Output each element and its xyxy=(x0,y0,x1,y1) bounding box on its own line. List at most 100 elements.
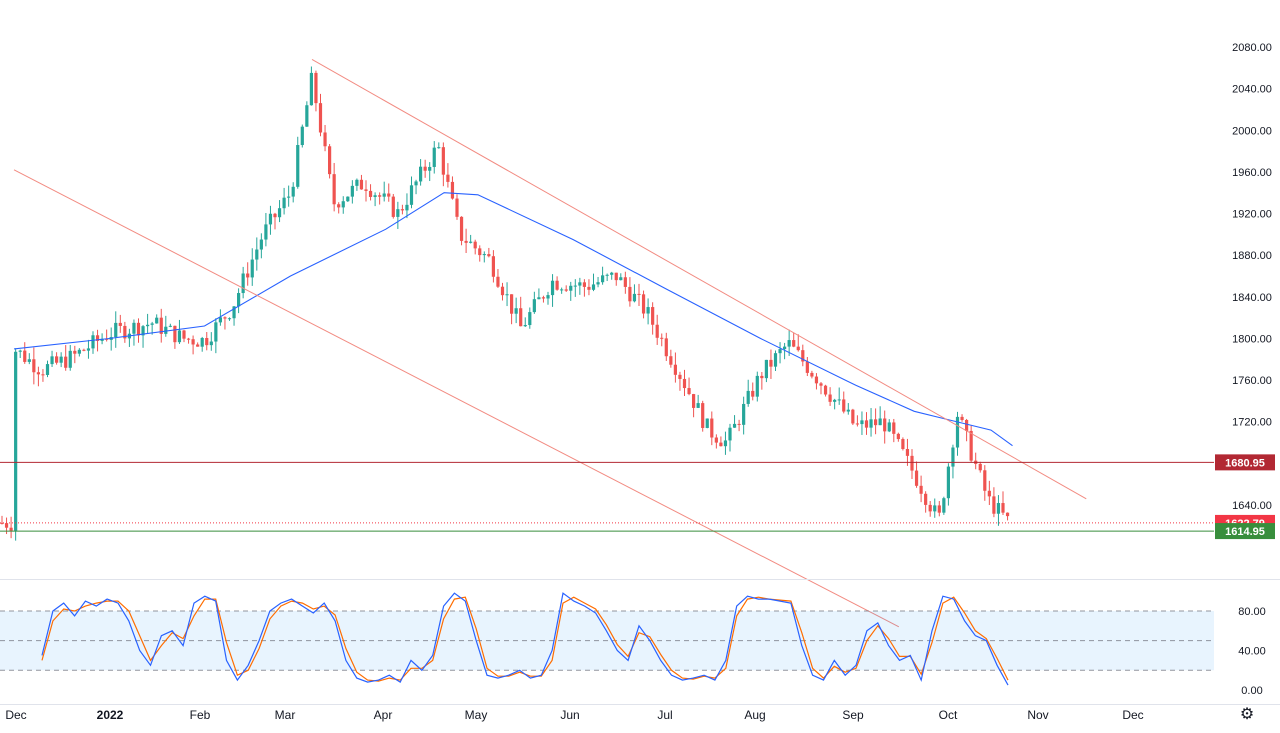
candle-body xyxy=(769,359,773,367)
candle-body xyxy=(596,282,600,285)
candle-body xyxy=(314,72,318,104)
candle-body xyxy=(282,197,286,209)
candle-body xyxy=(578,282,582,286)
candle-body xyxy=(778,349,782,354)
candle-body xyxy=(928,504,932,512)
candle-body xyxy=(150,323,154,325)
time-axis-label: Mar xyxy=(275,708,296,722)
candle-body xyxy=(505,294,509,296)
candle-body xyxy=(77,349,81,354)
candle-body xyxy=(705,418,709,428)
candle-body xyxy=(246,273,250,278)
candle-body xyxy=(541,297,546,299)
candle-body xyxy=(969,430,973,461)
candle-body xyxy=(259,239,263,250)
candle-body xyxy=(669,356,673,365)
candle-body xyxy=(473,241,477,249)
price-axis-label: 1840.00 xyxy=(1232,292,1272,304)
candle-body xyxy=(186,338,191,340)
candle-body xyxy=(655,324,659,338)
candle-body xyxy=(159,317,163,334)
candle-body xyxy=(414,181,418,186)
candle-body xyxy=(73,350,77,354)
candle-body xyxy=(423,166,427,171)
candle-body xyxy=(896,433,900,440)
candle-body xyxy=(455,198,459,217)
candle-body xyxy=(346,196,350,202)
candle-body xyxy=(268,213,273,225)
candle-body xyxy=(177,330,182,343)
candle-body xyxy=(605,274,609,276)
candle-body xyxy=(987,490,991,497)
candle-body xyxy=(491,256,495,277)
candle-body xyxy=(146,324,150,327)
candle-body xyxy=(1001,503,1005,513)
candle-body xyxy=(55,356,59,363)
gear-icon[interactable]: ⚙ xyxy=(1239,706,1255,723)
candle-body xyxy=(405,204,409,211)
candle-body xyxy=(100,338,104,341)
candle-body xyxy=(237,293,241,307)
candle-body xyxy=(209,341,213,346)
candle-body xyxy=(373,195,377,197)
candle-body xyxy=(18,350,22,352)
candle-body xyxy=(814,376,819,384)
resistance-price-label: 1680.95 xyxy=(1225,457,1265,469)
candle-body xyxy=(764,359,768,379)
candle-body xyxy=(255,249,259,260)
resistance-price-tag xyxy=(1215,454,1275,471)
candle-body xyxy=(469,241,473,243)
candle-body xyxy=(783,346,787,350)
candle-body xyxy=(387,193,391,197)
time-axis-label: Oct xyxy=(939,708,958,722)
candle-body xyxy=(27,359,31,362)
candle-body xyxy=(924,493,928,505)
candle-body xyxy=(942,498,946,513)
candle-body xyxy=(965,419,969,431)
candle-body xyxy=(441,147,445,175)
time-axis-label: 2022 xyxy=(97,708,124,722)
candle-body xyxy=(696,403,700,408)
candle-body xyxy=(810,372,814,377)
candle-body xyxy=(801,350,805,362)
candle-body xyxy=(86,348,91,351)
candle-body xyxy=(614,272,618,281)
candle-body xyxy=(855,423,859,425)
candle-body xyxy=(223,317,227,319)
time-axis-label: Aug xyxy=(744,708,765,722)
candle-body xyxy=(682,378,687,389)
candle-body xyxy=(983,470,987,491)
candle-body xyxy=(905,449,910,456)
candle-body xyxy=(601,275,605,283)
candle-body xyxy=(591,284,596,290)
candle-body xyxy=(878,418,882,426)
candle-body xyxy=(9,527,13,531)
candle-body xyxy=(792,340,796,347)
candle-body xyxy=(496,276,500,287)
candle-body xyxy=(737,423,741,425)
candle-body xyxy=(828,394,832,402)
candle-body xyxy=(409,185,414,205)
candle-body xyxy=(450,181,455,199)
candle-body xyxy=(378,195,382,197)
candle-body xyxy=(264,224,268,240)
candle-body xyxy=(537,297,541,300)
time-axis-label: Dec xyxy=(5,708,26,722)
candle-body xyxy=(610,272,614,275)
candle-body xyxy=(951,447,955,467)
candle-body xyxy=(487,254,491,257)
channel-lower-line xyxy=(13,169,900,628)
candle-body xyxy=(368,190,373,197)
candle-body xyxy=(241,273,245,294)
candle-body xyxy=(796,346,800,351)
channel-upper-line xyxy=(311,59,1087,500)
candle-body xyxy=(91,335,95,349)
candle-body xyxy=(914,470,919,486)
candle-body xyxy=(4,523,9,528)
candle-body xyxy=(837,399,841,401)
candle-body xyxy=(428,166,432,171)
candle-body xyxy=(955,416,960,448)
candle-body xyxy=(196,344,200,347)
